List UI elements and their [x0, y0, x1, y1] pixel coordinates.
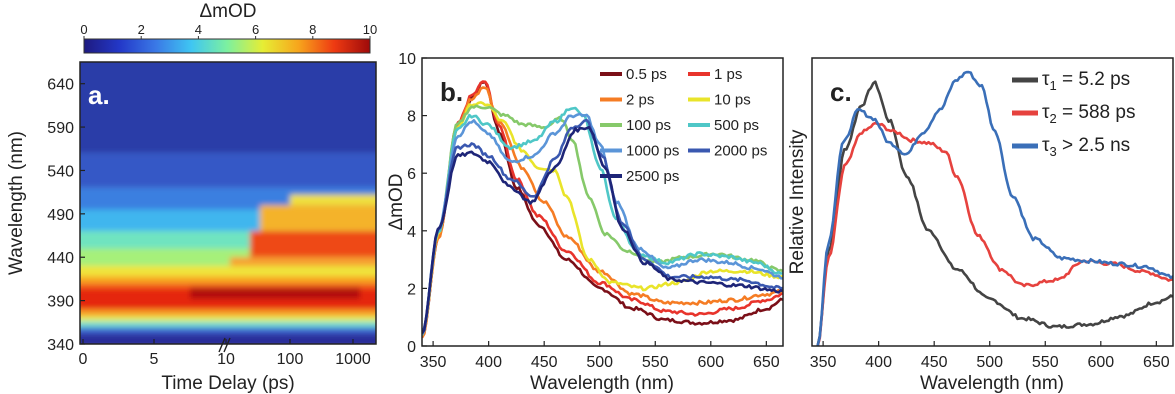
panel-b-y-label: ΔmOD — [386, 173, 407, 230]
panel-c-legend-label: τ2 = 588 ps — [1042, 102, 1135, 126]
heatmap-region-top — [80, 62, 376, 154]
heatmap-band — [80, 327, 376, 334]
panel-b-legend-label: 0.5 ps — [626, 66, 667, 83]
panel-a-y-tick-label: 540 — [47, 163, 74, 180]
panel-b-y-tick-label: 8 — [407, 109, 416, 126]
heatmap-band — [80, 283, 376, 289]
panel-b-frame — [421, 57, 784, 347]
heatmap-band — [80, 265, 376, 277]
panel-a-x-tick-label: 10 — [217, 351, 235, 368]
panel-b-y-tick-label: 10 — [398, 51, 416, 68]
panel-b-legend-label: 500 ps — [714, 117, 759, 134]
panel-b-x-tick-label: 500 — [586, 354, 613, 371]
panel-b-x-tick-label: 450 — [531, 354, 558, 371]
axis-break-mark — [223, 337, 231, 353]
panel-a-x-tick-label: 1000 — [335, 351, 371, 368]
panel-b-y-tick-label: 2 — [407, 281, 416, 298]
panel-c-y-label: Relative Intensity — [787, 129, 808, 274]
panel-b-x-tick-label: 350 — [420, 354, 447, 371]
panel-b-legend-label: 2 ps — [626, 92, 654, 109]
panel-b-x-tick-label: 600 — [697, 354, 724, 371]
heatmap-band — [80, 316, 376, 322]
panel-b-legend-label: 100 ps — [626, 117, 671, 134]
panel-b-series-line — [422, 112, 783, 335]
panel-b-letter: b. — [440, 77, 463, 107]
panel-c-legend-label: τ1 = 5.2 ps — [1042, 69, 1130, 93]
heatmap-band — [190, 287, 360, 299]
panel-a-y-tick-label: 490 — [47, 207, 74, 224]
heatmap-band — [80, 276, 376, 284]
panel-c-x-tick-label: 450 — [921, 354, 948, 371]
heatmap-band — [80, 321, 376, 328]
panel-a-y-tick-label: 440 — [47, 250, 74, 267]
heatmap-band — [230, 257, 376, 266]
heatmap-band — [250, 231, 376, 258]
panel-a-y-tick-label: 590 — [47, 120, 74, 137]
panel-c-letter: c. — [830, 77, 852, 107]
panel-b-y-tick-label: 0 — [407, 339, 416, 356]
panel-c-x-tick-label: 600 — [1087, 354, 1114, 371]
panel-b-legend-label: 2000 ps — [714, 143, 767, 160]
axis-break-mark — [218, 337, 226, 353]
panel-c-x-tick-label: 550 — [1032, 354, 1059, 371]
panel-b-y-tick-label: 4 — [407, 224, 416, 241]
panel-b-x-label: Wavelength (nm) — [530, 373, 674, 394]
panel-c-legend-label: τ3 > 2.5 ns — [1042, 135, 1130, 159]
colorbar-tick-label: 0 — [80, 22, 87, 37]
colorbar-gradient — [83, 38, 371, 54]
panel-b-legend-label: 1 ps — [714, 66, 742, 83]
panel-c-series-line — [816, 121, 1173, 346]
panel-b-series-line — [422, 125, 783, 335]
panel-b-x-tick-label: 400 — [475, 354, 502, 371]
heatmap-region-bottom — [80, 333, 376, 344]
panel-b-series-line — [422, 86, 783, 339]
panel-c-chart: 350 400 450 500 550 600 650 τ1 = 5.2 ps τ2 = 58… — [787, 57, 1174, 394]
panel-c-series-line — [816, 80, 1173, 346]
panel-b-chart: 350 400 450 500 550 600 650 0 2 4 6 8 10 0.5 ps 1 ps 2… — [386, 51, 784, 394]
panel-b-series-line — [422, 101, 783, 335]
panel-b-x-tick-label: 550 — [642, 354, 669, 371]
panel-c-x-tick-label: 400 — [865, 354, 892, 371]
panel-a-y-tick-label: 340 — [47, 337, 74, 354]
panel-a-y-tick-label: 390 — [47, 294, 74, 311]
panel-b-series-line — [422, 80, 783, 339]
panel-a-x-tick-label: 100 — [277, 351, 304, 368]
heatmap-band — [260, 205, 376, 232]
panel-b-series-line — [422, 106, 783, 336]
colorbar-tick-label: 10 — [363, 22, 377, 37]
panel-a-x-tick-label: 0 — [79, 351, 88, 368]
panel-b-x-tick-label: 650 — [753, 354, 780, 371]
panel-b-series-line — [422, 104, 783, 336]
panel-c-x-tick-label: 500 — [976, 354, 1003, 371]
panel-a-y-tick-label: 640 — [47, 77, 74, 94]
panel-c-x-label: Wavelength (nm) — [920, 373, 1064, 394]
panel-a-y-label: Wavelength (nm) — [6, 131, 27, 275]
panel-b-legend-label: 10 ps — [714, 92, 751, 109]
panel-c-x-tick-label: 650 — [1143, 354, 1170, 371]
panel-b-legend-label: 2500 ps — [626, 168, 679, 185]
panel-b-series-line — [422, 118, 783, 334]
colorbar-title: ΔmOD — [199, 1, 256, 22]
colorbar-tick-label: 8 — [309, 22, 316, 37]
panel-c-x-tick-label: 350 — [810, 354, 837, 371]
panel-b-y-tick-label: 6 — [407, 166, 416, 183]
panel-a-x-tick-label: 5 — [150, 351, 159, 368]
colorbar-tick-label: 6 — [252, 22, 259, 37]
panel-b-legend-label: 1000 ps — [626, 143, 679, 160]
colorbar: ΔmOD 0 2 4 6 8 10 — [80, 1, 377, 54]
colorbar-tick-label: 2 — [138, 22, 145, 37]
panel-a-letter: a. — [88, 80, 110, 110]
colorbar-tick-label: 4 — [195, 22, 202, 37]
heatmap-band — [80, 153, 376, 188]
heatmap-band — [290, 194, 376, 206]
panel-c-frame — [811, 57, 1174, 347]
panel-a-heatmap: ΔmOD 0 2 4 6 8 10 340 390 440 490 540 590 640 0 5 10 10… — [6, 1, 377, 394]
panel-a-x-label: Time Delay (ps) — [161, 373, 294, 394]
panel-c-series-line — [816, 70, 1173, 346]
heatmap-band — [80, 309, 376, 317]
